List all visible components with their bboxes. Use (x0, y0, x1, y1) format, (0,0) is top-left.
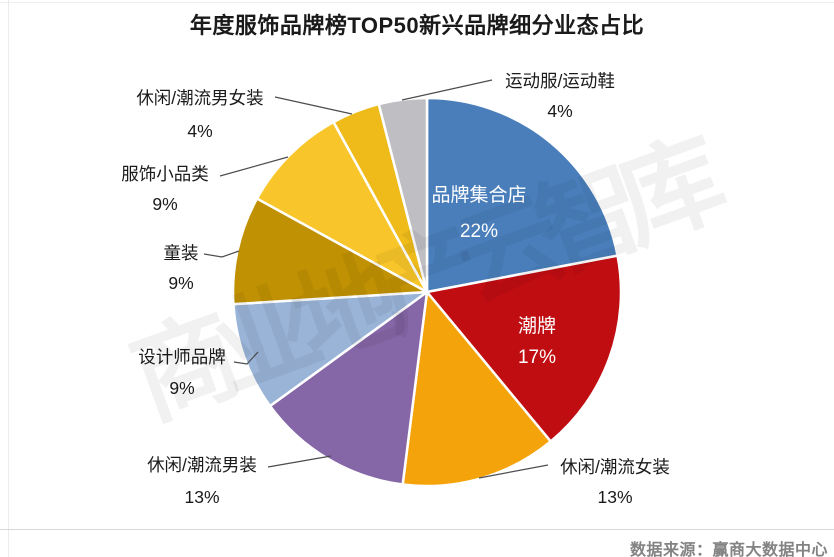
slice-label-casual-unisex: 休闲/潮流男女装 4% (115, 82, 285, 148)
slice-label-text: 休闲/潮流男女装 (136, 88, 264, 108)
leader-line-1 (274, 96, 353, 115)
slice-label-casual-menswear: 休闲/潮流男装 13% (117, 449, 287, 513)
slice-label-text: 休闲/潮流女装 (560, 457, 670, 477)
slice-label-percent: 9% (152, 194, 178, 214)
slice-label-trendy-brand: 潮牌 17% (457, 311, 617, 373)
pie-slice-5 (231, 197, 429, 306)
slice-label-text: 休闲/潮流男装 (147, 455, 257, 475)
slice-label-percent: 13% (597, 487, 633, 507)
pie-slice-1 (425, 254, 623, 443)
leader-line-4 (233, 351, 259, 365)
slice-label-sportswear: 运动服/运动鞋 4% (480, 66, 640, 126)
slice-label-kidswear: 童装 9% (131, 238, 231, 298)
leader-line-6 (478, 464, 549, 479)
slice-label-text: 设计师品牌 (138, 347, 226, 367)
page-title: 年度服饰品牌榜TOP50新兴品牌细分业态占比 (189, 13, 645, 38)
slice-label-brand-collection: 品牌集合店 22% (399, 178, 559, 250)
pie-slice-2 (401, 290, 552, 488)
footer-divider (0, 529, 834, 530)
leader-line-0 (401, 79, 493, 101)
slice-label-percent: 17% (517, 347, 557, 368)
slice-label-percent: 22% (459, 221, 499, 242)
slice-label-text: 童装 (163, 243, 199, 263)
data-source: 数据来源：赢商大数据中心 (629, 542, 828, 557)
slice-label-percent: 4% (547, 101, 573, 121)
slice-label-percent: 13% (184, 487, 220, 507)
leader-line-2 (219, 156, 289, 177)
leader-line-5 (267, 455, 332, 468)
slice-label-text: 服饰小品类 (121, 164, 209, 184)
slice-label-percent: 9% (168, 273, 194, 293)
pie-slice-0 (425, 96, 619, 294)
slice-label-percent: 9% (169, 378, 195, 398)
slice-label-percent: 4% (187, 121, 213, 141)
slice-label-text: 潮牌 (517, 316, 556, 337)
slice-label-text: 运动服/运动鞋 (505, 71, 615, 91)
slice-label-text: 品牌集合店 (431, 185, 527, 206)
slice-label-designer-brand: 设计师品牌 9% (102, 342, 262, 404)
page-top-border (0, 2, 834, 3)
pie-slice-3 (268, 290, 429, 486)
leader-line-3 (203, 250, 240, 258)
page-left-border (8, 0, 9, 557)
slice-label-accessories: 服饰小品类 9% (85, 159, 245, 219)
slice-label-casual-womenswear: 休闲/潮流女装 13% (540, 452, 690, 512)
pie-slice-4 (232, 290, 429, 408)
pie-slice-6 (255, 120, 429, 294)
